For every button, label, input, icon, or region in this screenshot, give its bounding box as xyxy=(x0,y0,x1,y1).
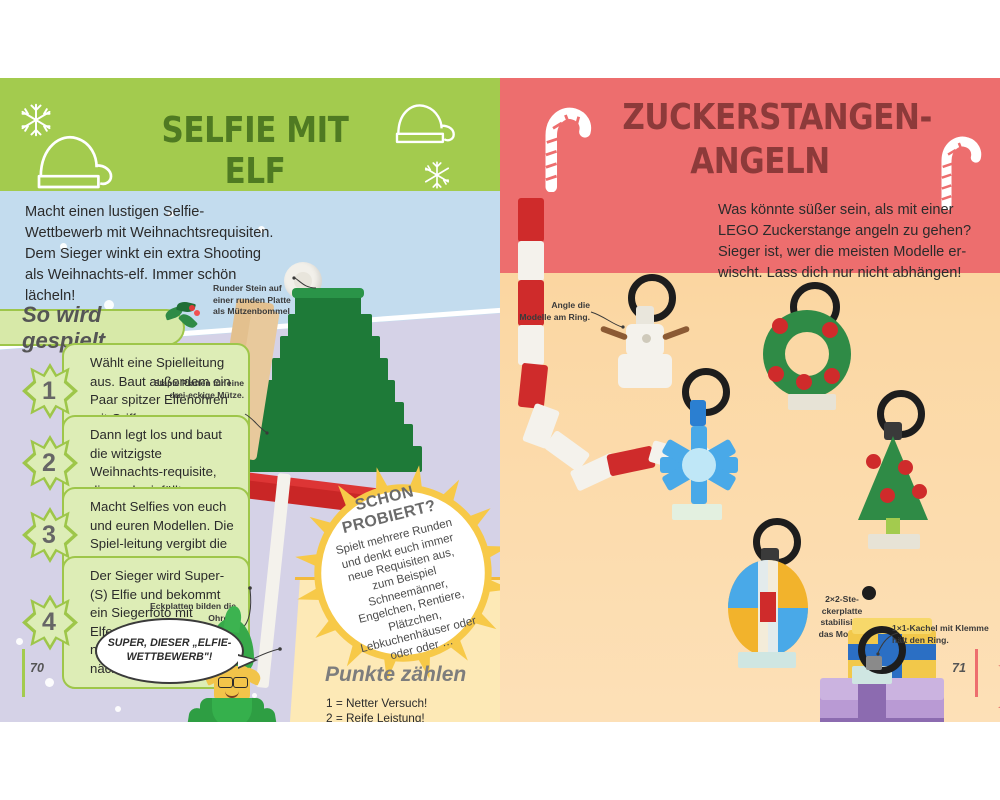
snow-dot xyxy=(104,300,114,310)
intro-text-right: Was könnte süßer sein, als mit einer LEG… xyxy=(718,202,972,281)
page-number-bar-right xyxy=(975,649,978,697)
snowflake-icon xyxy=(21,103,51,137)
leader-line xyxy=(292,276,317,289)
page-title-left: SELFIE MIT ELF xyxy=(161,110,349,192)
tip-callout-schon-probiert: SCHON PROBIERT? Spielt mehrere Runden un… xyxy=(293,463,500,683)
right-header-band xyxy=(500,78,1000,273)
santa-hat-icon xyxy=(37,135,113,189)
speech-bubble: SUPER, DIESER „ELFIE-WETTBEWERB"! xyxy=(95,618,258,684)
leader-line xyxy=(244,413,269,435)
book-spread: SELFIE MIT ELF Macht einen lustigen Self… xyxy=(0,78,1000,722)
step-number-badge: 4 xyxy=(22,594,78,651)
page-number-left: 70 xyxy=(30,661,44,675)
step-number-badge: 2 xyxy=(22,435,78,491)
step-number-badge: 3 xyxy=(22,507,78,563)
leader-line xyxy=(590,311,625,329)
caption-eckplatten: Eckplatten bilden die Ohren. xyxy=(150,601,236,623)
snow-dot xyxy=(16,638,23,645)
snowflake-icon xyxy=(424,161,450,189)
snow-dot xyxy=(168,211,174,217)
caption-kachel-klemme: 1×1-Kachel mit Klemme hält den Ring. xyxy=(892,623,989,645)
page-number-right: 71 xyxy=(952,661,966,675)
left-page: SELFIE MIT ELF Macht einen lustigen Self… xyxy=(0,78,500,722)
santa-hat-icon xyxy=(395,104,455,144)
speech-tail-fill xyxy=(238,656,254,667)
intro-text-left: Macht einen lustigen Selfie-Wettbewerb m… xyxy=(25,204,274,304)
caption-steckerplatte: 2×2-Ste-ckerplatte stabilisiert das Mode… xyxy=(818,594,866,639)
right-page: ZUCKERSTANGEN- ANGELN Was könnte süßer s… xyxy=(500,78,1000,722)
snow-dot xyxy=(252,693,257,698)
scoring-line: 2 = Reife Leistung! xyxy=(326,711,425,722)
scoring-line: 1 = Netter Versuch! xyxy=(326,696,428,710)
speech-text: SUPER, DIESER „ELFIE-WETTBEWERB"! xyxy=(107,637,232,663)
snow-dot xyxy=(45,678,54,687)
candy-cane-icon xyxy=(941,136,982,210)
page-title-right-line1: ZUCKERSTANGEN- xyxy=(622,97,932,138)
scoring-list: 1 = Netter Versuch! 2 = Reife Leistung! … xyxy=(326,696,500,722)
snow-dot xyxy=(115,706,121,712)
snow-dot xyxy=(60,243,67,250)
caption-runder-stein: Runder Stein auf einer runden Platte als… xyxy=(213,283,291,317)
candy-cane-icon xyxy=(545,107,592,192)
scoring-heading: Punkte zählen xyxy=(325,663,467,686)
page-number-bar-left xyxy=(22,649,25,697)
holly-icon xyxy=(163,299,200,331)
step-number-badge: 1 xyxy=(22,363,78,419)
leader-line xyxy=(876,632,899,656)
snow-dot xyxy=(258,226,265,233)
page-title-right-line2: ANGELN xyxy=(690,141,830,182)
caption-angle-modelle: Angle die Modelle am Ring. xyxy=(519,300,590,322)
how-to-play-banner-left: So wird gespielt xyxy=(0,302,185,353)
sunburst-rays xyxy=(293,463,500,683)
caption-staple-platten: Staple Platten für eine drei-eckige Mütz… xyxy=(153,378,244,400)
